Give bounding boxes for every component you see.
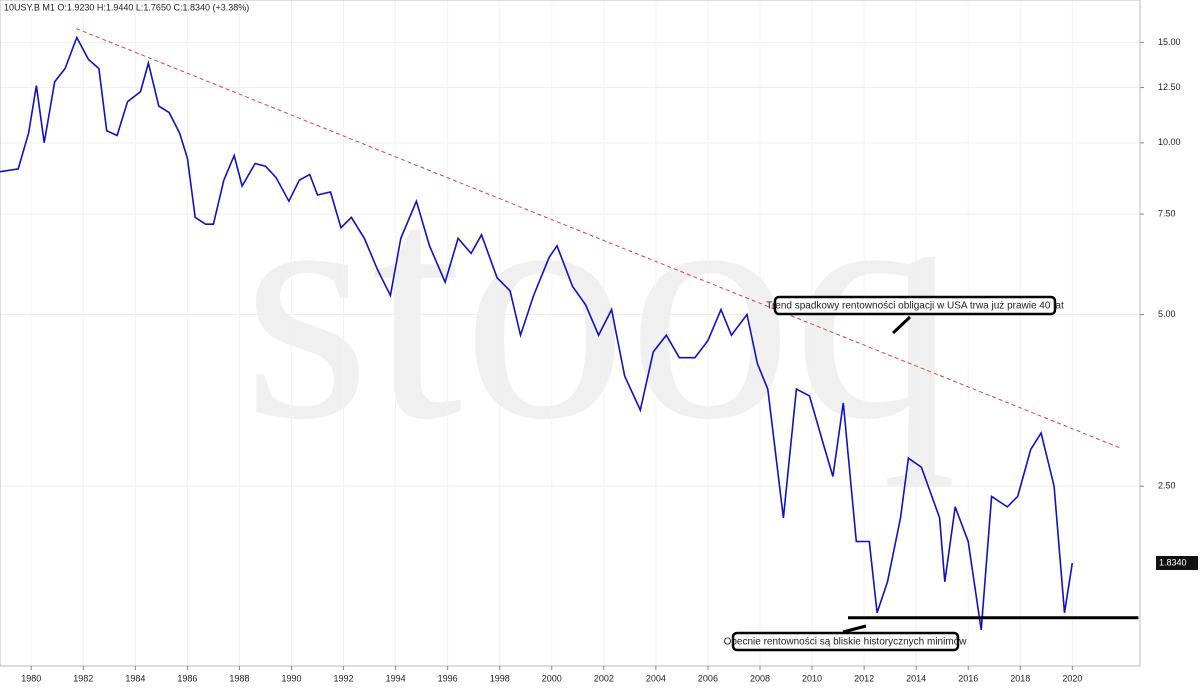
y-tick-label: 7.50 <box>1158 208 1176 218</box>
y-tick-label: 2.50 <box>1158 481 1176 491</box>
last-value-label: 1.8340 <box>1159 557 1187 567</box>
x-tick-label: 2006 <box>698 673 718 683</box>
x-tick-label: 1986 <box>177 673 197 683</box>
y-tick-label: 12.50 <box>1158 82 1181 92</box>
x-tick-label: 1994 <box>386 673 406 683</box>
price-line <box>0 35 1074 631</box>
x-tick-label: 1992 <box>334 673 354 683</box>
x-tick-label: 2000 <box>542 673 562 683</box>
x-tick-label: 1988 <box>229 673 249 683</box>
x-tick-label: 1998 <box>490 673 510 683</box>
x-tick-label: 1996 <box>438 673 458 683</box>
annotation-pointer <box>842 624 867 634</box>
x-tick-label: 2012 <box>854 673 874 683</box>
trend-line <box>76 28 1122 450</box>
x-tick-label: 1980 <box>21 673 41 683</box>
annotation: Trend spadkowy rentowności obligacji w U… <box>766 301 1064 312</box>
y-tick-label: 10.00 <box>1158 137 1181 147</box>
plot-frame <box>0 0 1141 667</box>
x-tick-label: 1990 <box>281 673 301 683</box>
y-tick-label: 5.00 <box>1158 309 1176 319</box>
annotation-box <box>731 631 960 652</box>
annotation-box <box>773 295 1057 316</box>
x-tick-label: 2014 <box>906 673 926 683</box>
x-tick-label: 2010 <box>802 673 822 683</box>
x-tick-label: 2002 <box>594 673 614 683</box>
chart-title: 10USY.B M1 O:1.9230 H:1.9440 L:1.7650 C:… <box>4 2 249 12</box>
annotation-pointer <box>891 315 912 335</box>
x-tick-label: 2008 <box>750 673 770 683</box>
y-tick-label: 15.00 <box>1158 37 1181 47</box>
x-tick-label: 1984 <box>125 673 145 683</box>
x-tick-label: 2016 <box>958 673 978 683</box>
last-value-box <box>1156 555 1198 570</box>
x-tick-label: 2004 <box>646 673 666 683</box>
x-tick-label: 1982 <box>73 673 93 683</box>
x-tick-label: 2020 <box>1062 673 1082 683</box>
annotation: Obecnie rentowności są bliskie historycz… <box>724 637 968 648</box>
x-tick-label: 2018 <box>1010 673 1030 683</box>
